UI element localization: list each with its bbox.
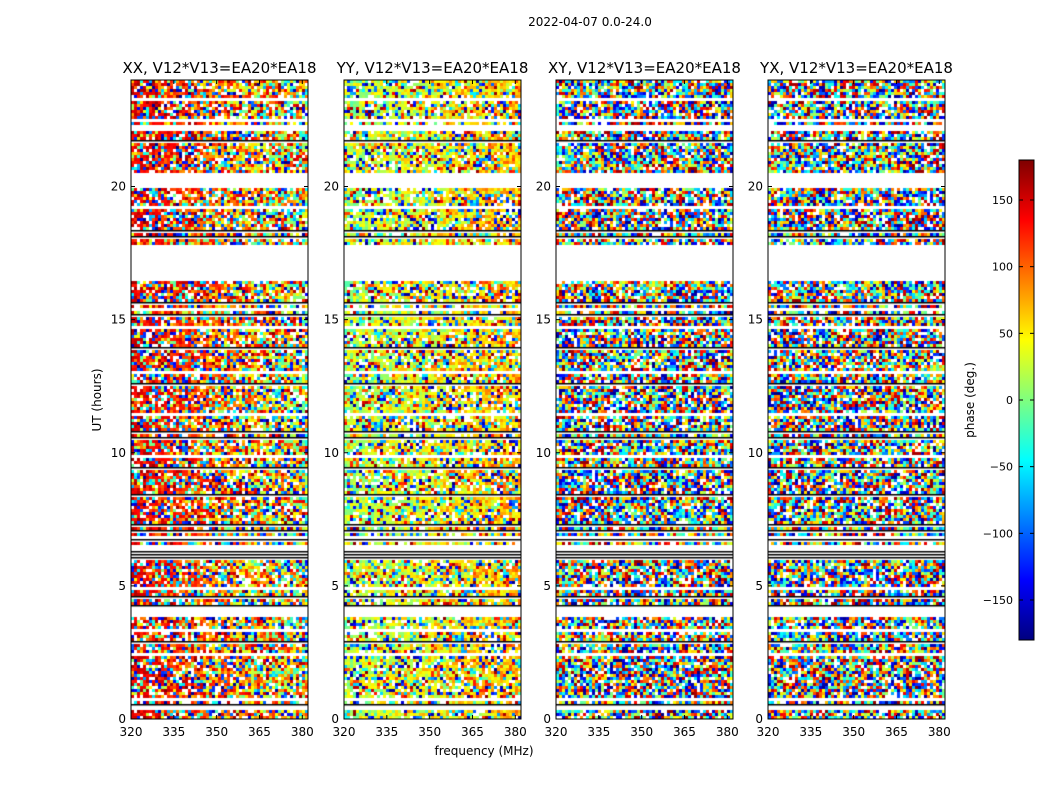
- y-tick-label: 10: [324, 446, 339, 460]
- colorbar-tick-label: 50: [999, 327, 1013, 340]
- x-tick-label: 365: [461, 725, 484, 739]
- panel-title: YX, V12*V13=EA20*EA18: [759, 59, 953, 77]
- y-tick-label: 10: [111, 446, 126, 460]
- x-tick-label: 320: [333, 725, 356, 739]
- panels: XX, V12*V13=EA20*EA18 320 335 350 365 380 0 5 10…: [111, 59, 953, 739]
- y-tick-label: 15: [111, 313, 126, 327]
- y-tick-label: 5: [331, 579, 339, 593]
- y-tick-label: 20: [748, 180, 763, 194]
- x-tick-label: 320: [120, 725, 143, 739]
- panel-frame: [767, 79, 946, 720]
- y-tick-label: 10: [536, 446, 551, 460]
- y-tick-label: 20: [536, 180, 551, 194]
- x-tick-label: 350: [842, 725, 865, 739]
- y-tick-label: 20: [324, 180, 339, 194]
- x-tick-label: 380: [716, 725, 739, 739]
- x-tick-label: 365: [885, 725, 908, 739]
- panel-image: [768, 80, 945, 719]
- x-tick-label: 320: [545, 725, 568, 739]
- colorbar: −150 −100 −50 0 50 100 150: [983, 159, 1035, 641]
- panel-frame: [343, 79, 522, 720]
- colorbar-tick-label: 100: [992, 261, 1013, 274]
- y-axis-label: UT (hours): [90, 368, 104, 431]
- x-tick-label: 350: [630, 725, 653, 739]
- y-tick-label: 10: [748, 446, 763, 460]
- x-tick-label: 380: [291, 725, 314, 739]
- panel-1: XX, V12*V13=EA20*EA18 320 335 350 365 380 0 5 10…: [111, 59, 317, 739]
- x-tick-label: 335: [587, 725, 610, 739]
- panel-title: XX, V12*V13=EA20*EA18: [122, 59, 316, 77]
- panel-title: YY, V12*V13=EA20*EA18: [336, 59, 529, 77]
- colorbar-tick-label: −50: [990, 461, 1013, 474]
- panel-title: XY, V12*V13=EA20*EA18: [548, 59, 741, 77]
- y-tick-label: 0: [331, 712, 339, 726]
- y-tick-label: 0: [543, 712, 551, 726]
- y-tick-label: 5: [118, 579, 126, 593]
- colorbar-tick-label: 0: [1006, 394, 1013, 407]
- x-tick-label: 335: [162, 725, 185, 739]
- x-tick-label: 320: [757, 725, 780, 739]
- x-tick-label: 335: [799, 725, 822, 739]
- y-tick-label: 0: [118, 712, 126, 726]
- panel-2: YY, V12*V13=EA20*EA18 320 335 350 365 380 0 5 10…: [324, 59, 529, 739]
- y-tick-label: 20: [111, 180, 126, 194]
- y-tick-label: 5: [755, 579, 763, 593]
- colorbar-tick-label: −150: [983, 594, 1013, 607]
- figure-suptitle: 2022-04-07 0.0-24.0: [528, 15, 652, 29]
- colorbar-tick-label: 150: [992, 194, 1013, 207]
- panel-3: XY, V12*V13=EA20*EA18 320 335 350 365 380 0 5 10…: [536, 59, 741, 739]
- x-tick-label: 350: [418, 725, 441, 739]
- panel-image: [131, 80, 308, 719]
- colorbar-tick-label: −100: [983, 527, 1013, 540]
- panel-frame: [555, 79, 734, 720]
- y-tick-label: 15: [324, 313, 339, 327]
- x-axis-label: frequency (MHz): [434, 744, 533, 758]
- x-tick-label: 365: [673, 725, 696, 739]
- x-tick-label: 380: [928, 725, 951, 739]
- panel-image: [556, 80, 733, 719]
- x-tick-label: 335: [375, 725, 398, 739]
- panel-4: YX, V12*V13=EA20*EA18 320 335 350 365 380 0 5 10…: [748, 59, 953, 739]
- x-tick-label: 350: [205, 725, 228, 739]
- colorbar-label: phase (deg.): [963, 362, 977, 438]
- y-tick-label: 5: [543, 579, 551, 593]
- panel-frame: [130, 79, 309, 720]
- panel-image: [344, 80, 521, 719]
- y-tick-label: 15: [748, 313, 763, 327]
- x-tick-label: 365: [248, 725, 271, 739]
- y-tick-label: 15: [536, 313, 551, 327]
- x-tick-label: 380: [504, 725, 527, 739]
- y-tick-label: 0: [755, 712, 763, 726]
